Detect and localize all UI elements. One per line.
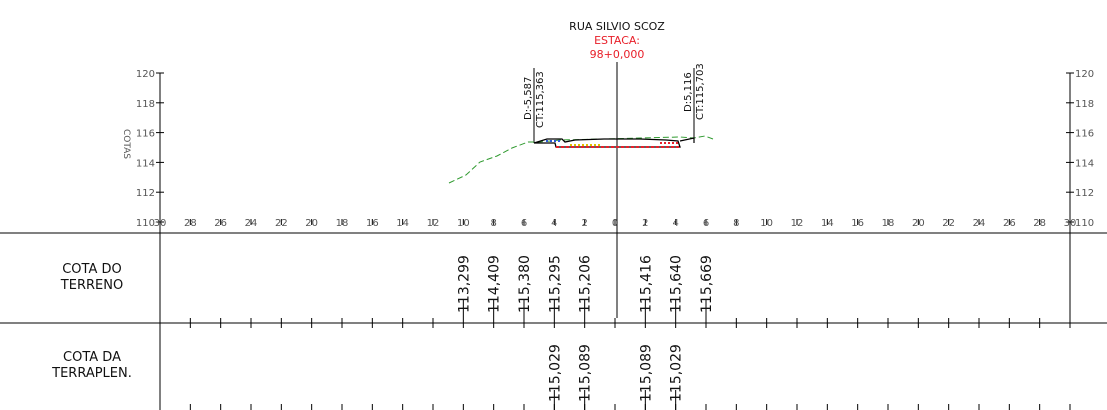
terrain-elevation-value: 115,206 xyxy=(578,255,594,313)
x-tick-label: 10 xyxy=(760,218,773,229)
x-ticks: 30 28 26 24 22 20 18 16 14 12 10 8 6 4 2 0 2 4 6 8 10 12 14 16 1… xyxy=(154,218,1077,229)
terrain-elevation-value: 115,669 xyxy=(699,255,715,313)
x-tick-label: 0 xyxy=(612,218,618,229)
x-tick-label: 12 xyxy=(791,218,804,229)
grading-elevation-value: 115,029 xyxy=(669,344,685,402)
x-tick-label: 16 xyxy=(851,218,864,229)
grading-row-title-line1: COTA DA xyxy=(63,350,121,365)
x-tick-label: 26 xyxy=(214,218,227,229)
x-tick-label: 6 xyxy=(521,218,527,229)
x-tick-label: 24 xyxy=(973,218,986,229)
x-tick-label: 14 xyxy=(396,218,409,229)
x-tick-label: 6 xyxy=(703,218,709,229)
terrain-elevation-value: 115,640 xyxy=(669,255,685,313)
y-tick-label-right: 120 xyxy=(1075,69,1094,80)
x-tick-label: 28 xyxy=(1033,218,1046,229)
y-tick-label-left: 110 xyxy=(136,218,155,229)
y-tick-label-right: 118 xyxy=(1075,99,1094,110)
y-tick-label-left: 118 xyxy=(136,99,155,110)
x-tick-label: 2 xyxy=(642,218,648,229)
grading-row-ticks xyxy=(159,404,1071,410)
terrain-row-ticks xyxy=(159,318,1071,328)
grading-row-title-line2: TERRAPLEN. xyxy=(51,366,132,381)
x-tick-label: 22 xyxy=(942,218,955,229)
x-tick-label: 20 xyxy=(305,218,318,229)
grading-elevation-value: 115,089 xyxy=(638,344,654,402)
x-tick-label: 30 xyxy=(1064,218,1077,229)
y-tick-label-left: 116 xyxy=(136,129,155,140)
terrain-elevation-value: 113,299 xyxy=(456,255,472,313)
x-tick-label: 4 xyxy=(551,218,557,229)
left-offset-distance: D:-5,587 xyxy=(523,77,534,120)
terrain-elevation-value: 115,380 xyxy=(517,255,533,313)
y-tick-label-left: 120 xyxy=(136,69,155,80)
road-name: RUA SILVIO SCOZ xyxy=(569,20,665,33)
terrain-row-values: 113,299 114,409 115,380 115,295 115,206 115,4… xyxy=(456,255,715,318)
y-tick-label-right: 114 xyxy=(1075,158,1094,169)
terrain-elevation-value: 115,416 xyxy=(638,255,654,313)
grading-elevation-value: 115,089 xyxy=(578,344,594,402)
left-offset-elevation: CT:115,363 xyxy=(535,71,546,128)
y-tick-label-right: 112 xyxy=(1075,188,1094,199)
x-tick-label: 8 xyxy=(490,218,496,229)
x-tick-label: 24 xyxy=(245,218,258,229)
terrain-row-title-line2: TERRENO xyxy=(60,278,123,293)
terrain-elevation-value: 114,409 xyxy=(487,255,503,313)
grading-elevation-value: 115,029 xyxy=(547,344,563,402)
x-tick-label: 20 xyxy=(912,218,925,229)
x-tick-label: 22 xyxy=(275,218,288,229)
y-axis-label: COTAS xyxy=(121,129,131,159)
x-tick-label: 8 xyxy=(733,218,739,229)
x-tick-label: 12 xyxy=(427,218,440,229)
grading-row-values: 115,029 115,089 115,089 115,029 xyxy=(547,344,685,410)
y-tick-label-right: 110 xyxy=(1075,218,1094,229)
station-label: ESTACA: xyxy=(594,34,640,47)
road-section xyxy=(533,137,695,148)
x-tick-label: 18 xyxy=(336,218,349,229)
y-tick-label-left: 114 xyxy=(136,158,155,169)
x-tick-label: 16 xyxy=(366,218,379,229)
station-value: 98+0,000 xyxy=(590,48,645,61)
x-tick-label: 4 xyxy=(672,218,678,229)
x-tick-label: 18 xyxy=(882,218,895,229)
x-tick-label: 10 xyxy=(457,218,470,229)
y-tick-label-right: 116 xyxy=(1075,129,1094,140)
y-tick-label-left: 112 xyxy=(136,188,155,199)
terrain-row-title-line1: COTA DO xyxy=(62,262,122,277)
right-offset-distance: D:5,116 xyxy=(683,72,694,112)
x-tick-label: 28 xyxy=(184,218,197,229)
terrain-elevation-value: 115,295 xyxy=(547,255,563,313)
x-tick-label: 26 xyxy=(1003,218,1016,229)
right-offset-elevation: CT:115,703 xyxy=(695,63,706,120)
x-tick-label: 2 xyxy=(581,218,587,229)
x-tick-label: 14 xyxy=(821,218,834,229)
x-tick-label: 30 xyxy=(154,218,167,229)
